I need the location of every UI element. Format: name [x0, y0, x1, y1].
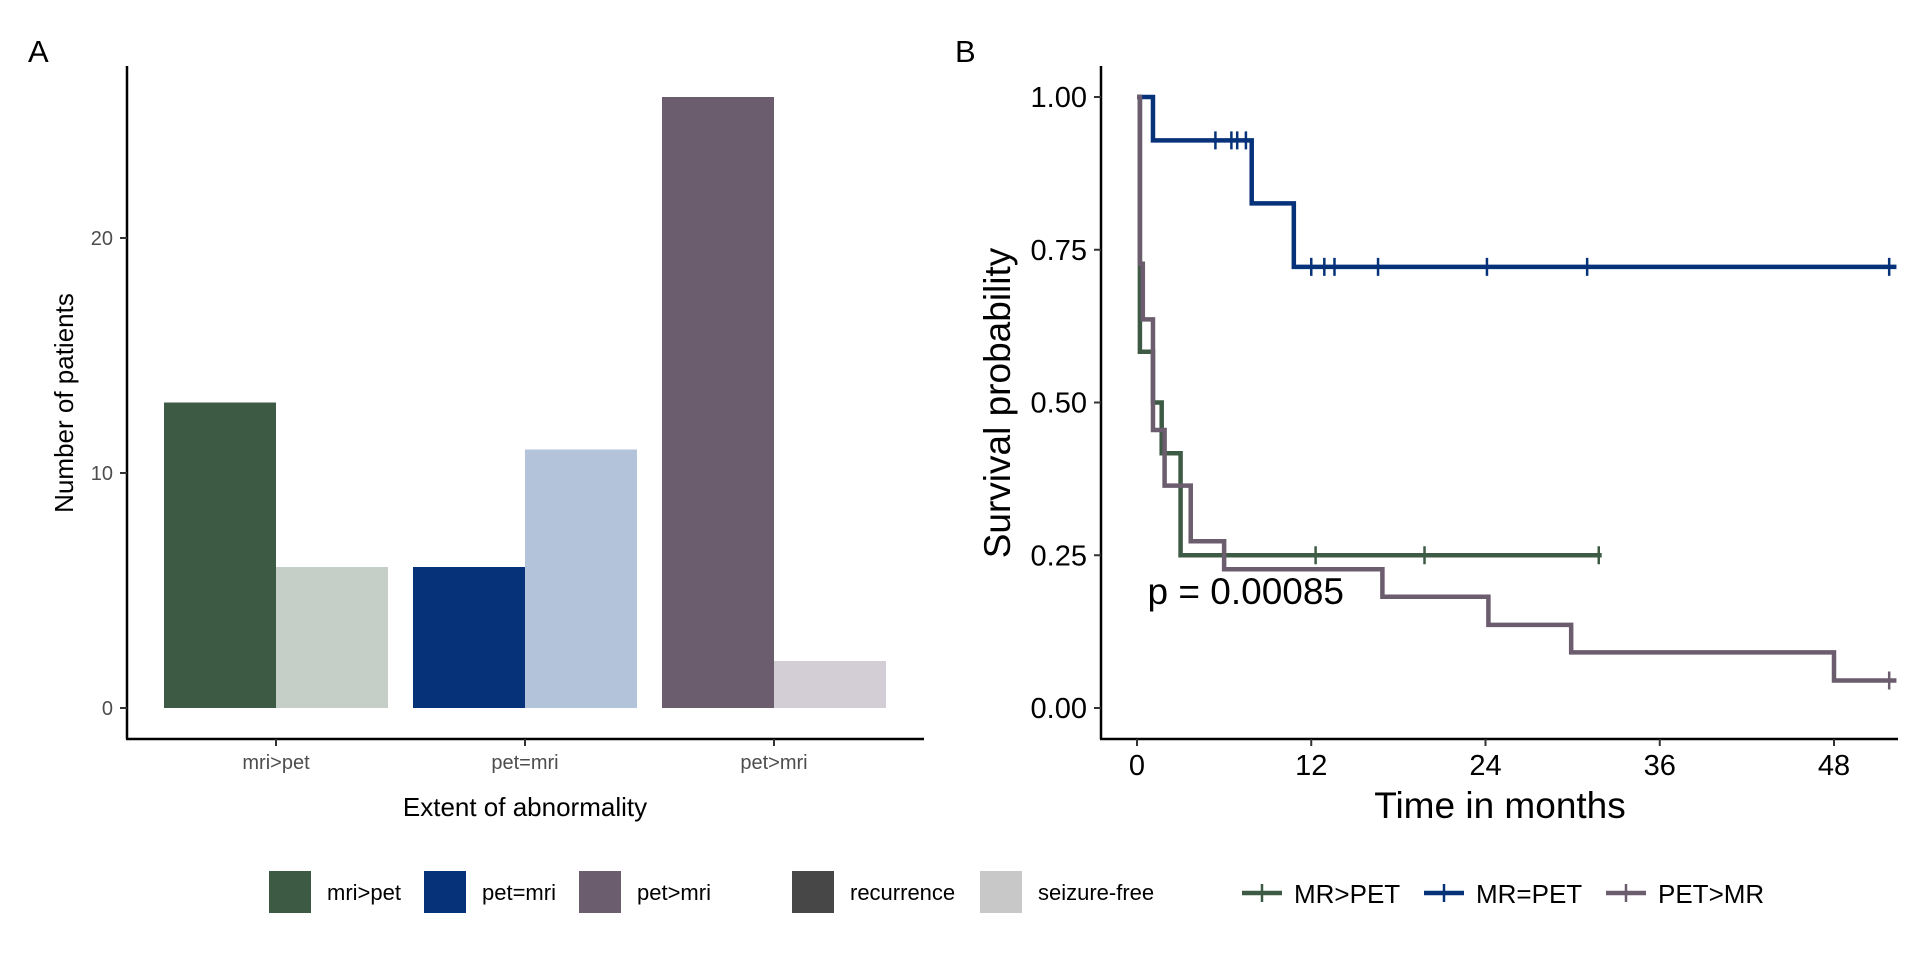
- bar-pet=mri-recurrence: [413, 567, 525, 708]
- legend-swatch-pet=mri: [424, 871, 466, 913]
- bar-mri>pet-seizure-free: [276, 567, 388, 708]
- p-value-annotation: p = 0.00085: [1148, 571, 1345, 612]
- panel-b-label: B: [955, 34, 976, 69]
- panel-b-x-ticks: 0 12 24 36 48: [1129, 739, 1850, 782]
- panel-a-y-ticks: 0 10 20: [91, 228, 127, 720]
- legend-label-pet-gt-mr: PET>MR: [1658, 879, 1764, 909]
- panel-a-x-tick-label: pet>mri: [740, 752, 807, 774]
- panel-b-y-ticks: 0.00 0.25 0.50 0.75 1.00: [1031, 82, 1101, 725]
- bar-pet=mri-seizure-free: [525, 449, 637, 708]
- legend-label-mr-eq-pet: MR=PET: [1476, 879, 1582, 909]
- legend-outcome-group: recurrence seizure-free: [792, 871, 1154, 913]
- legend-label-pet=mri: pet=mri: [482, 880, 556, 905]
- panel-a-y-tick-label: 10: [91, 463, 113, 485]
- survival-curve-mr-gt-pet: [1137, 94, 1602, 558]
- legend-swatch-recurrence: [792, 871, 834, 913]
- panel-b-survival-curves: [1137, 94, 1897, 690]
- legend-label-pet>mri: pet>mri: [637, 880, 711, 905]
- bar-mri>pet-recurrence: [164, 402, 276, 708]
- panel-b-x-tick-label: 24: [1469, 750, 1501, 782]
- panel-b-y-tick-label: 1.00: [1031, 82, 1087, 114]
- panel-a-y-tick-label: 0: [102, 698, 113, 720]
- panel-b-x-tick-label: 48: [1818, 750, 1850, 782]
- legend: mri>pet pet=mri pet>mri recurrence seizure-…: [269, 871, 1764, 913]
- panel-a-x-ticks: mri>pet pet=mri pet>mri: [242, 739, 808, 774]
- panel-b-x-tick-label: 0: [1129, 750, 1145, 782]
- panel-b-y-axis-title: Survival probability: [977, 247, 1018, 558]
- panel-b-y-tick-label: 0.25: [1031, 540, 1087, 572]
- legend-swatch-mri>pet: [269, 871, 311, 913]
- legend-swatch-seizure-free: [980, 871, 1022, 913]
- panel-a-x-tick-label: mri>pet: [242, 752, 310, 774]
- panel-a-label: A: [28, 34, 49, 69]
- panel-a-bars: [164, 97, 886, 708]
- bar-pet>mri-recurrence: [662, 97, 774, 708]
- legend-swatch-pet>mri: [579, 871, 621, 913]
- survival-curve-mr-eq-pet: [1137, 94, 1897, 270]
- panel-b-y-tick-label: 0.00: [1031, 693, 1087, 725]
- panel-b-x-tick-label: 12: [1295, 750, 1327, 782]
- panel-a-bar-chart: A 0 10 20 mri>pet pet=mri pet>mri Extent of …: [28, 34, 924, 822]
- panel-a-y-axis-title: Number of patients: [49, 293, 79, 513]
- legend-label-mri>pet: mri>pet: [327, 880, 401, 905]
- panel-b-y-tick-label: 0.50: [1031, 388, 1087, 420]
- panel-b-y-tick-label: 0.75: [1031, 235, 1087, 267]
- panel-b-x-tick-label: 36: [1644, 750, 1676, 782]
- panel-b-survival-chart: B 0.00 0.25 0.50 0.75 1.00 0 12 24 36 48 p = 0.0…: [955, 34, 1898, 826]
- panel-a-x-axis-title: Extent of abnormality: [403, 792, 647, 822]
- survival-curve-pet-gt-mr: [1137, 94, 1897, 683]
- panel-b-x-axis-title: Time in months: [1374, 785, 1626, 826]
- panel-a-x-tick-label: pet=mri: [491, 752, 558, 774]
- bar-pet>mri-seizure-free: [774, 661, 886, 708]
- legend-label-recurrence: recurrence: [850, 880, 955, 905]
- legend-label-mr-gt-pet: MR>PET: [1294, 879, 1400, 909]
- panel-a-y-tick-label: 20: [91, 228, 113, 250]
- legend-label-seizure-free: seizure-free: [1038, 880, 1154, 905]
- legend-strata-group: MR>PET MR=PET PET>MR: [1242, 879, 1764, 909]
- legend-fill-group: mri>pet pet=mri pet>mri: [269, 871, 711, 913]
